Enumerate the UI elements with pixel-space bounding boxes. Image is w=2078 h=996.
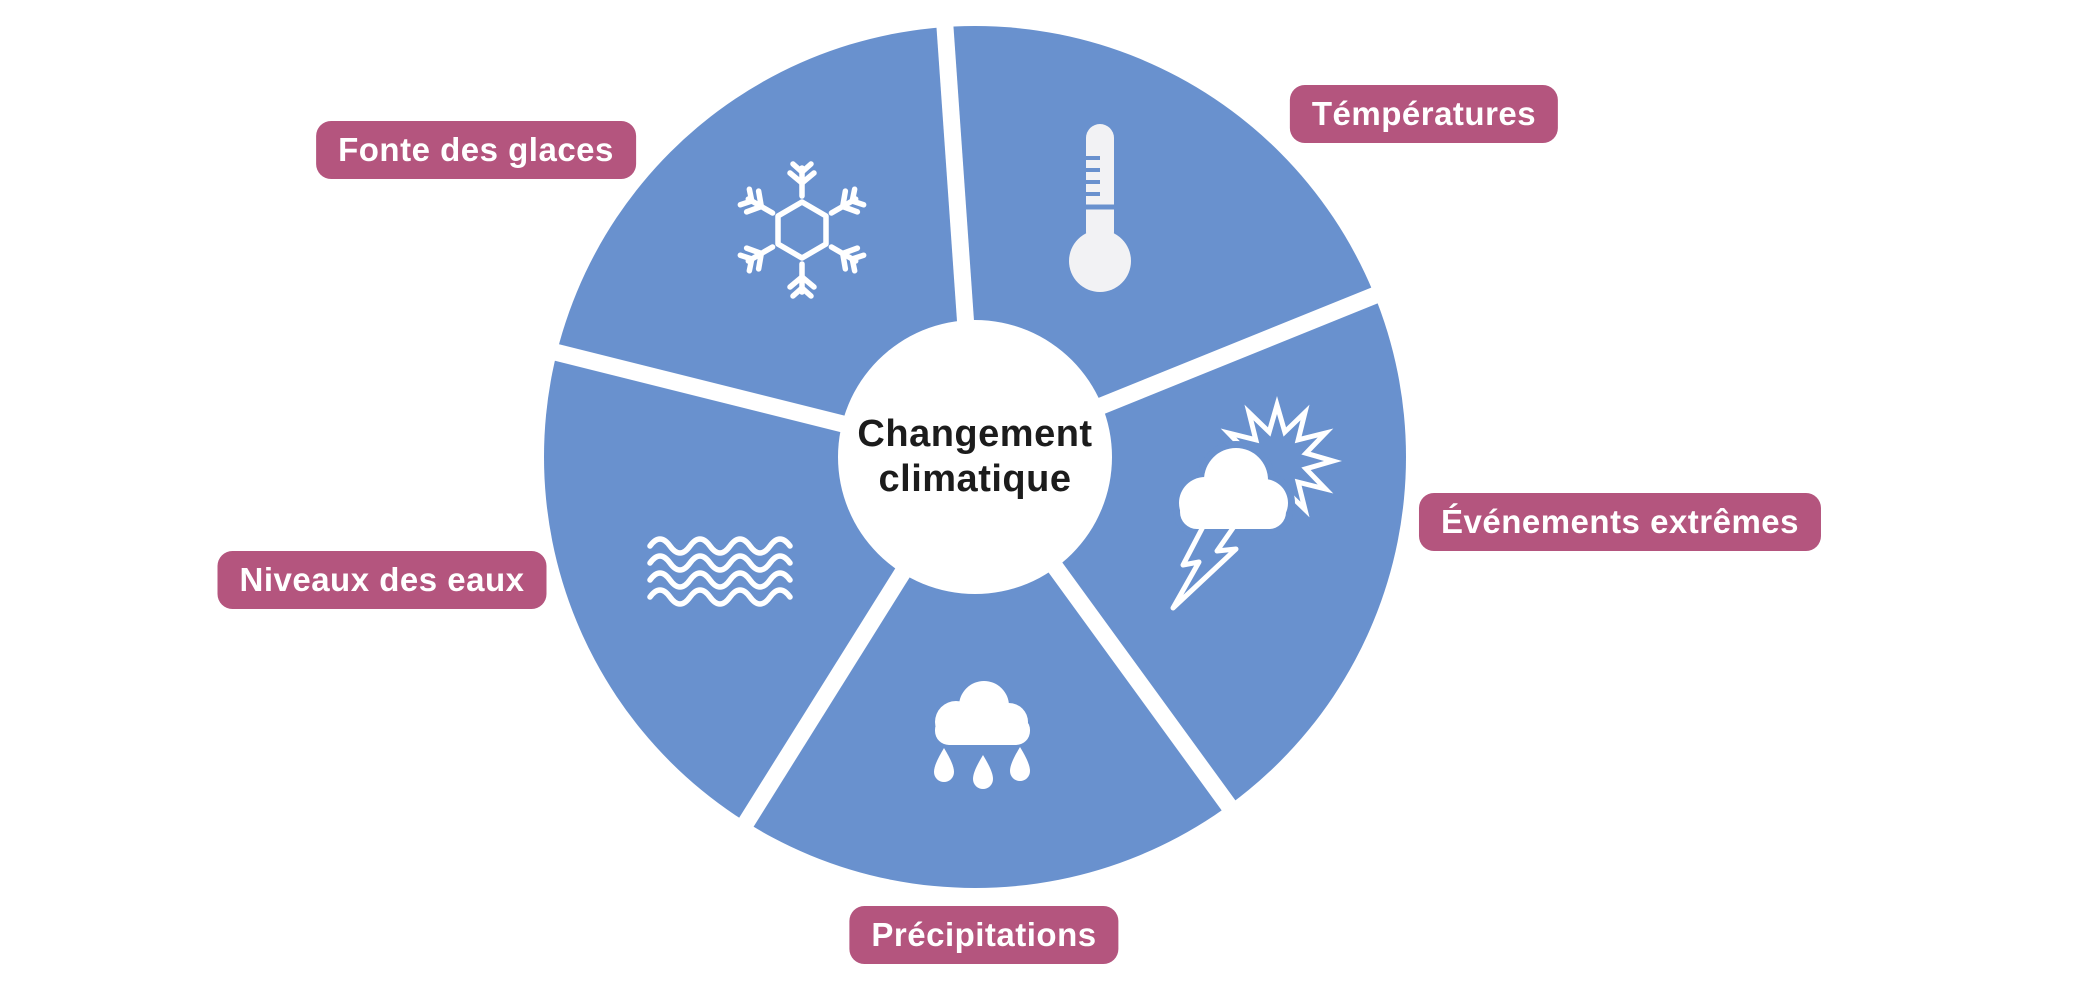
label-niveaux-des-eaux: Niveaux des eaux: [217, 551, 547, 609]
water-waves-icon: [647, 536, 793, 607]
segment-separators: [540, 12, 1392, 839]
center-title-line: climatique: [878, 458, 1072, 500]
center-title: Changement climatique: [857, 412, 1092, 502]
label-precipitations: Précipitations: [849, 906, 1119, 964]
center-circle: [838, 320, 1112, 594]
center-title-line: Changement: [857, 413, 1093, 456]
label-fonte-des-glaces: Fonte des glaces: [316, 121, 636, 179]
thermometer-icon: [1069, 124, 1131, 292]
label-evenements-extremes: Événements extrêmes: [1418, 493, 1822, 551]
label-temperatures: Témpératures: [1289, 85, 1559, 143]
snowflake-icon: [737, 161, 867, 299]
storm-cloud-lightning-icon: [1170, 395, 1343, 611]
rain-cloud-icon: [934, 681, 1030, 789]
